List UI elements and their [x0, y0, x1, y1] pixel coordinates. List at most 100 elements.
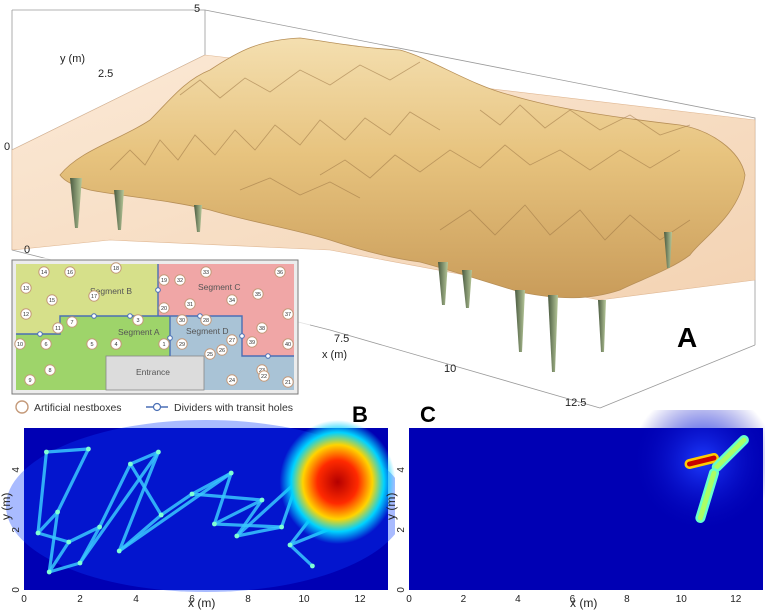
- y-axis-title: y (m): [60, 53, 85, 65]
- nestbox-marker: [226, 294, 238, 306]
- x-tick-label: 2: [461, 594, 467, 605]
- entrance-label: Entrance: [136, 367, 170, 377]
- nestbox-marker: [110, 338, 122, 350]
- trajectory-point: [97, 524, 102, 530]
- nestbox-number: 5: [90, 342, 93, 348]
- trajectory-segment: [117, 471, 233, 553]
- trajectory-segment: [78, 450, 160, 565]
- x-tick-label: 12: [354, 594, 366, 605]
- trajectory-segment: [36, 450, 49, 535]
- z-tick-top: 5: [194, 3, 200, 15]
- segment-d-label: Segment D: [186, 326, 229, 336]
- x-tick-label: 12: [730, 594, 742, 605]
- surface-mountains: [59, 37, 746, 299]
- trajectory-point: [156, 449, 161, 455]
- panel-c-xlabel: x (m): [570, 596, 597, 610]
- x-axis-title: x (m): [322, 349, 347, 361]
- trajectory-segment: [288, 543, 314, 568]
- nestbox-number: 32: [177, 278, 183, 284]
- nestbox-marker: [274, 266, 286, 278]
- nestbox-number: 9: [28, 378, 31, 384]
- trajectory-segment: [212, 471, 233, 526]
- nestbox-marker: [282, 376, 294, 388]
- trajectory-point: [310, 563, 315, 569]
- nestbox-number: 1: [162, 342, 165, 348]
- nestbox-number: 29: [179, 342, 185, 348]
- nestbox-number: 17: [91, 294, 97, 300]
- surface-poles: [70, 178, 672, 372]
- segment-b-region: [16, 264, 158, 334]
- nestbox-number: 19: [161, 278, 167, 284]
- nestbox-marker: [132, 314, 144, 326]
- nestbox-marker: [282, 308, 294, 320]
- nestbox-marker: [20, 308, 32, 320]
- panel-c-label: C: [420, 402, 436, 427]
- trajectory-segment: [67, 525, 102, 544]
- nestbox-number: 16: [67, 270, 73, 276]
- z-tick-bottom: 0: [4, 141, 10, 153]
- nestbox-marker: [174, 274, 186, 286]
- segment-c-label: Segment C: [198, 282, 241, 292]
- trajectory-point: [287, 542, 293, 548]
- nestbox-number: 20: [161, 306, 167, 312]
- nestbox-number: 18: [113, 266, 119, 272]
- nestbox-marker: [52, 322, 64, 334]
- segment-a-label: Segment A: [118, 327, 160, 337]
- surface-ridges: [109, 61, 691, 241]
- panel-c-heatmap: 0 2 4 6 8 10 12 0 2 4 x (m) y (m): [385, 410, 765, 610]
- y-tick-label: 2: [11, 527, 22, 533]
- trajectory-point: [158, 512, 164, 518]
- nestbox-marker: [200, 266, 212, 278]
- segment-core: [714, 437, 747, 470]
- trajectory-segment: [47, 540, 71, 574]
- nestbox-marker: [200, 314, 212, 326]
- trajectory-segment: [235, 498, 264, 538]
- trajectory-segment: [117, 450, 160, 553]
- nestbox-number: 6: [44, 342, 47, 348]
- trajectory-point: [189, 491, 195, 497]
- nestbox-marker: [176, 314, 188, 326]
- x-tick-12-5: 12.5: [565, 397, 586, 409]
- nestbox-number: 34: [229, 298, 235, 304]
- nestbox-number: 8: [48, 368, 51, 374]
- x-tick-label: 10: [676, 594, 688, 605]
- nestbox-marker: [110, 262, 122, 274]
- nestbox-number: 22: [261, 374, 267, 380]
- nestbox-number: 35: [255, 292, 261, 298]
- nestbox-number: 11: [55, 326, 61, 332]
- nestbox-number: 40: [285, 342, 291, 348]
- panel-c-segments: [684, 435, 749, 523]
- x-tick-label: 0: [406, 594, 412, 605]
- y-tick-label: 0: [396, 587, 407, 593]
- nestbox-number: 10: [17, 342, 23, 348]
- panel-b-heatmap: 0 2 4 6 8 10 12 0 2 4 x (m) y (m): [0, 420, 395, 610]
- panel-a-surface-plot: 5 0 2.5 0 7.5 10 12.5 y (m) x (m): [4, 3, 756, 409]
- nestbox-marker: [14, 338, 26, 350]
- panel-b-label: B: [352, 402, 368, 427]
- nestbox-number: 12: [23, 312, 29, 318]
- trajectory-point: [66, 539, 72, 545]
- y-tick-label: 2: [396, 527, 407, 533]
- nestbox-number: 21: [285, 380, 291, 386]
- x-tick-7-5: 7.5: [334, 333, 349, 345]
- panel-c-ylabel: y (m): [385, 493, 398, 520]
- trajectory-point: [86, 446, 91, 452]
- x-tick-label: 2: [77, 594, 83, 605]
- trajectory-point: [77, 560, 83, 566]
- nestbox-marker: [252, 288, 264, 300]
- nestbox-marker: [176, 338, 188, 350]
- nestbox-marker: [226, 334, 238, 346]
- entrance-region: [105, 355, 205, 391]
- inset-legend: Artificial nestboxes Dividers with trans…: [15, 400, 293, 414]
- segment-core: [686, 455, 717, 467]
- trajectory-point: [46, 569, 52, 575]
- panel-c-axes: 0 2 4 6 8 10 12 0 2 4: [396, 467, 742, 605]
- nestbox-marker: [158, 338, 170, 350]
- panel-c-glow: [631, 410, 765, 533]
- nestbox-number: 27: [229, 338, 235, 344]
- nestbox-marker: [158, 302, 170, 314]
- panel-b-axes: 0 2 4 6 8 10 12 0 2 4: [11, 467, 366, 605]
- panel-b-xlabel: x (m): [188, 596, 215, 610]
- nestbox-marker: [88, 290, 100, 302]
